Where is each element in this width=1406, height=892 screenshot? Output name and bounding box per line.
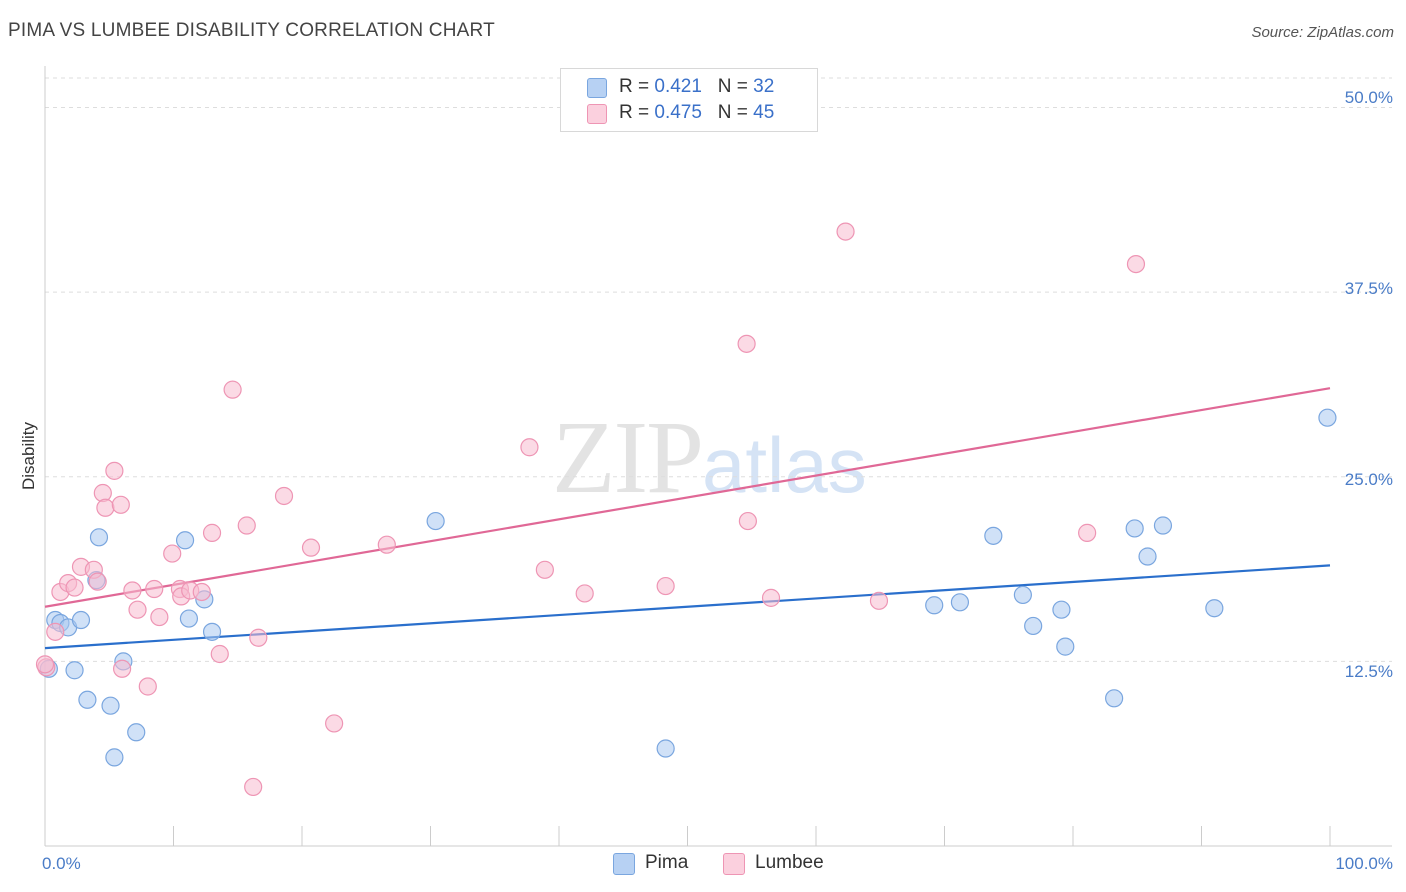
- pima-point-28: [1138, 547, 1157, 566]
- legend-text-lumbee: R = 0.475 N = 45: [619, 102, 774, 124]
- lumbee-point-22: [192, 582, 211, 602]
- r-label: R =: [619, 76, 650, 97]
- pima-point-19: [925, 596, 944, 615]
- x-tick-label-max: 100.0%: [1335, 854, 1393, 873]
- pima-point-31: [1318, 408, 1337, 427]
- lumbee-point-14: [128, 600, 147, 619]
- r-value: 0.421: [654, 76, 702, 97]
- pima-point-10: [105, 748, 124, 767]
- legend-text-pima: R = 0.421 N = 32: [619, 76, 774, 98]
- lumbee-point-29: [274, 486, 294, 506]
- pima-point-26: [1105, 689, 1124, 708]
- y-tick-label-25: 25.0%: [1345, 470, 1393, 489]
- lumbee-point-43: [1126, 254, 1146, 274]
- pima-point-13: [175, 531, 195, 550]
- y-tick-label-50: 50.0%: [1345, 88, 1393, 107]
- pima-point-17: [426, 511, 445, 531]
- source-credit: Source: ZipAtlas.com: [1251, 24, 1394, 41]
- pima-legend-swatch: [613, 853, 635, 875]
- pima-point-9: [101, 696, 120, 715]
- axes: [44, 66, 1392, 847]
- tick-labels: 0.0% 100.0% 12.5% 25.0% 37.5% 50.0% Disa…: [19, 88, 1393, 873]
- pima-legend-label: Pima: [645, 852, 689, 873]
- pima-point-22: [1013, 585, 1032, 605]
- lumbee-point-1: [46, 622, 65, 641]
- lumbee-point-10: [105, 461, 124, 480]
- y-tick-label-12-5: 12.5%: [1345, 662, 1393, 681]
- n-value: 45: [753, 102, 775, 123]
- lumbee-point-25: [223, 380, 242, 399]
- lumbee-point-4: [65, 578, 84, 597]
- lumbee-point-9: [96, 498, 115, 517]
- pima-point-23: [1024, 616, 1043, 636]
- lumbee-point-24: [210, 644, 229, 664]
- lumbee-trend-line: [44, 387, 1331, 608]
- lumbee-point-38: [738, 511, 757, 531]
- lumbee-point-42: [1078, 523, 1097, 542]
- pima-point-21: [984, 526, 1003, 545]
- trend-lines: [44, 387, 1331, 650]
- lumbee-point-26: [237, 516, 256, 535]
- chart-title: PIMA VS LUMBEE DISABILITY CORRELATION CH…: [8, 20, 495, 41]
- pima-point-5: [71, 610, 91, 630]
- lumbee-point-44: [35, 655, 55, 674]
- lumbee-point-33: [520, 438, 539, 457]
- pima-point-8: [89, 528, 109, 547]
- lumbee-point-15: [138, 677, 157, 696]
- lumbee-point-31: [325, 714, 344, 733]
- watermark: ZIPatlas: [552, 398, 867, 517]
- lumbee-point-18: [163, 544, 182, 563]
- lumbee-point-23: [202, 523, 222, 542]
- lumbee-point-7: [88, 572, 107, 591]
- correlation-legend: R = 0.421 N = 32 R = 0.475 N = 45: [560, 68, 818, 132]
- lumbee-point-17: [150, 607, 169, 627]
- pima-point-16: [202, 622, 222, 641]
- lumbee-point-39: [761, 588, 781, 607]
- pima-point-12: [127, 723, 146, 742]
- n-label: N =: [717, 76, 748, 97]
- pima-trend-line: [44, 564, 1331, 650]
- pima-point-25: [1056, 637, 1075, 656]
- r-label: R =: [619, 102, 650, 123]
- pima-point-27: [1125, 519, 1144, 538]
- pima-point-6: [78, 690, 97, 709]
- y-tick-label-37-5: 37.5%: [1345, 279, 1393, 298]
- pima-point-29: [1153, 516, 1173, 535]
- x-tick-label-min: 0.0%: [42, 854, 81, 873]
- lumbee-point-40: [836, 222, 855, 241]
- lumbee-point-13: [123, 581, 142, 600]
- pima-point-20: [950, 593, 970, 612]
- pima-point-24: [1052, 600, 1071, 619]
- lumbee-point-11: [111, 495, 130, 514]
- lumbee-point-32: [377, 535, 396, 554]
- lumbee-point-36: [656, 576, 675, 596]
- pima-point-18: [656, 739, 675, 758]
- pima-point-14: [179, 609, 199, 628]
- lumbee-swatch: [587, 104, 607, 124]
- r-value: 0.475: [654, 102, 702, 123]
- lumbee-point-41: [869, 591, 889, 610]
- pima-point-4: [65, 661, 84, 680]
- y-axis-title: Disability: [19, 421, 38, 490]
- n-value: 32: [753, 76, 775, 97]
- pima-point-30: [1205, 599, 1224, 618]
- lumbee-point-12: [112, 659, 132, 678]
- data-points: [35, 222, 1337, 797]
- lumbee-point-27: [244, 777, 263, 797]
- lumbee-legend-swatch: [723, 853, 745, 875]
- lumbee-point-16: [145, 579, 164, 599]
- pima-swatch: [587, 78, 607, 98]
- lumbee-legend-label: Lumbee: [755, 852, 824, 873]
- watermark-zip: ZIP: [552, 400, 704, 515]
- lumbee-point-28: [249, 628, 268, 647]
- lumbee-point-8: [93, 483, 112, 503]
- lumbee-point-37: [737, 334, 756, 353]
- lumbee-point-34: [535, 560, 554, 579]
- lumbee-point-30: [301, 538, 321, 557]
- lumbee-point-35: [575, 584, 594, 603]
- n-label: N =: [717, 102, 748, 123]
- watermark-atlas: atlas: [702, 421, 867, 509]
